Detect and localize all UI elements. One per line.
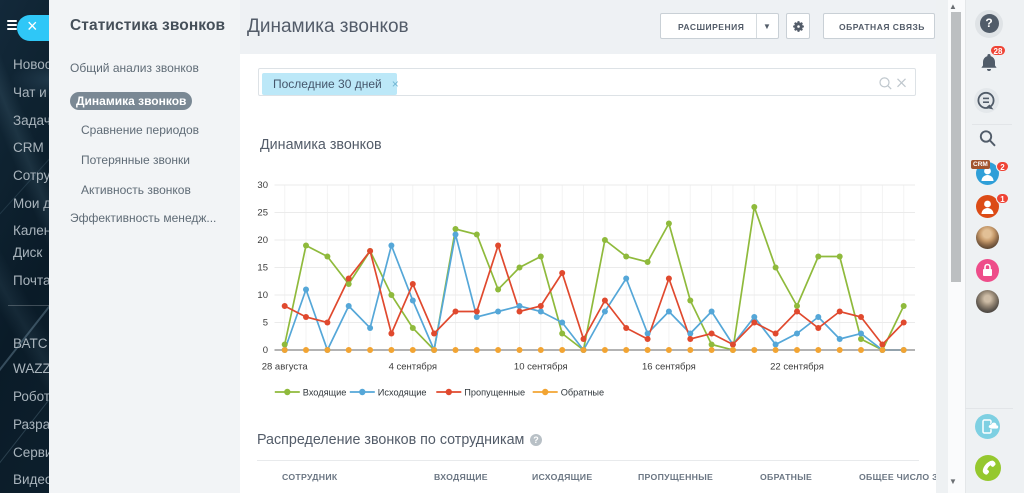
svg-text:4 сентября: 4 сентября <box>389 362 437 373</box>
svg-text:25: 25 <box>257 208 268 219</box>
svg-text:16 сентября: 16 сентября <box>642 362 696 373</box>
svg-text:10 сентября: 10 сентября <box>514 362 568 373</box>
svg-text:5: 5 <box>263 318 268 329</box>
svg-text:10: 10 <box>257 290 268 301</box>
svg-text:Обратные: Обратные <box>561 387 604 397</box>
svg-text:Входящие: Входящие <box>303 387 347 397</box>
svg-text:Исходящие: Исходящие <box>378 387 427 397</box>
svg-text:30: 30 <box>257 180 268 191</box>
svg-text:22 сентября: 22 сентября <box>770 362 824 373</box>
svg-text:0: 0 <box>263 345 268 356</box>
svg-text:Пропущенные: Пропущенные <box>464 387 525 397</box>
svg-text:28 августа: 28 августа <box>262 362 309 373</box>
svg-text:15: 15 <box>257 263 268 274</box>
svg-text:20: 20 <box>257 235 268 246</box>
